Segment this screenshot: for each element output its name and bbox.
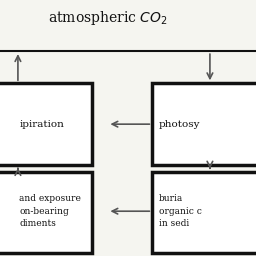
Bar: [152, 83, 256, 165]
Text: photosy: photosy: [159, 120, 200, 129]
Text: in sedi: in sedi: [159, 219, 189, 229]
Bar: [152, 172, 256, 253]
Text: and exposure: and exposure: [19, 194, 81, 203]
Text: buria: buria: [159, 194, 183, 203]
Text: diments: diments: [19, 219, 56, 229]
Text: ipiration: ipiration: [19, 120, 64, 129]
Text: on-bearing: on-bearing: [19, 207, 69, 216]
Text: atmospheric $CO_2$: atmospheric $CO_2$: [48, 9, 167, 27]
Bar: [0, 83, 92, 165]
Bar: [0, 172, 92, 253]
Text: organic c: organic c: [159, 207, 201, 216]
